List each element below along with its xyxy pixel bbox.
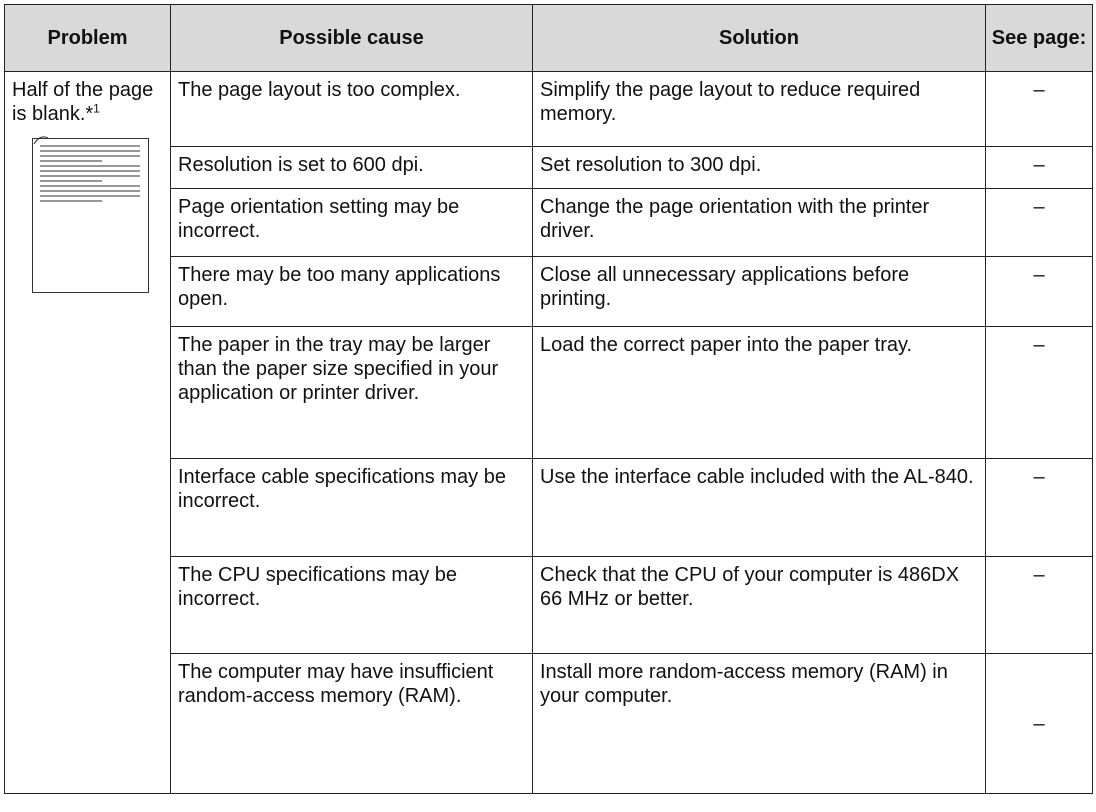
table-row: The CPU specifications may be incorrect.… bbox=[5, 556, 1093, 654]
solution-cell: Check that the CPU of your computer is 4… bbox=[532, 556, 986, 654]
cause-cell: There may be too many applications open. bbox=[170, 256, 533, 327]
problem-cell: Half of the page is blank.*1 bbox=[4, 71, 171, 794]
problem-text: Half of the page is blank.* bbox=[12, 79, 154, 125]
header-cell: Possible cause bbox=[170, 4, 533, 72]
solution-cell: Load the correct paper into the paper tr… bbox=[532, 326, 986, 459]
table-row: Half of the page is blank.*1 The page lay… bbox=[4, 71, 1093, 794]
solution-cell: Set resolution to 300 dpi. bbox=[532, 146, 986, 189]
header-cell: Solution bbox=[532, 4, 986, 72]
cause-cell: Resolution is set to 600 dpi. bbox=[170, 146, 533, 189]
page-cell: – bbox=[985, 556, 1093, 654]
cause-cell: The page layout is too complex. bbox=[170, 71, 533, 147]
cause-cell: The computer may have insufficient rando… bbox=[170, 653, 533, 794]
footnote-mark: 1 bbox=[93, 101, 100, 116]
table-row: The computer may have insufficient rando… bbox=[5, 653, 1093, 794]
table-body: Half of the page is blank.*1 The page lay… bbox=[4, 71, 1093, 794]
page-thumbnail bbox=[32, 136, 149, 293]
table-row: Interface cable specifications may be in… bbox=[5, 458, 1093, 557]
page-cell: – bbox=[985, 188, 1093, 257]
table-row: The paper in the tray may be larger than… bbox=[5, 326, 1093, 459]
solution-cell: Use the interface cable included with th… bbox=[532, 458, 986, 557]
header-row: Problem Possible cause Solution See page: bbox=[4, 4, 1093, 72]
cause-cell: The CPU specifications may be incorrect. bbox=[170, 556, 533, 654]
cause-cell: Interface cable specifications may be in… bbox=[170, 458, 533, 557]
page-cell: – bbox=[985, 256, 1093, 327]
table-row: Page orientation setting may be incorrec… bbox=[5, 188, 1093, 257]
page-cell: – bbox=[985, 458, 1093, 557]
page-cell: – bbox=[985, 71, 1093, 147]
troubleshooting-table: Problem Possible cause Solution See page: H… bbox=[4, 4, 1093, 794]
cause-cell: Page orientation setting may be incorrec… bbox=[170, 188, 533, 257]
page-cell: – bbox=[985, 326, 1093, 459]
header-cell: See page: bbox=[985, 4, 1093, 72]
solution-cell: Simplify the page layout to reduce requi… bbox=[532, 71, 986, 147]
solution-cell: Install more random-access memory (RAM) … bbox=[532, 653, 986, 794]
table-row: There may be too many applications open.… bbox=[5, 256, 1093, 327]
solution-cell: Change the page orientation with the pri… bbox=[532, 188, 986, 257]
header-cell: Problem bbox=[4, 4, 171, 72]
table-row: Resolution is set to 600 dpi. Set resolut… bbox=[5, 146, 1093, 189]
solution-cell: Close all unnecessary applications befor… bbox=[532, 256, 986, 327]
cause-cell: The paper in the tray may be larger than… bbox=[170, 326, 533, 459]
page-cell: – bbox=[985, 146, 1093, 189]
page-cell: – bbox=[985, 653, 1093, 794]
